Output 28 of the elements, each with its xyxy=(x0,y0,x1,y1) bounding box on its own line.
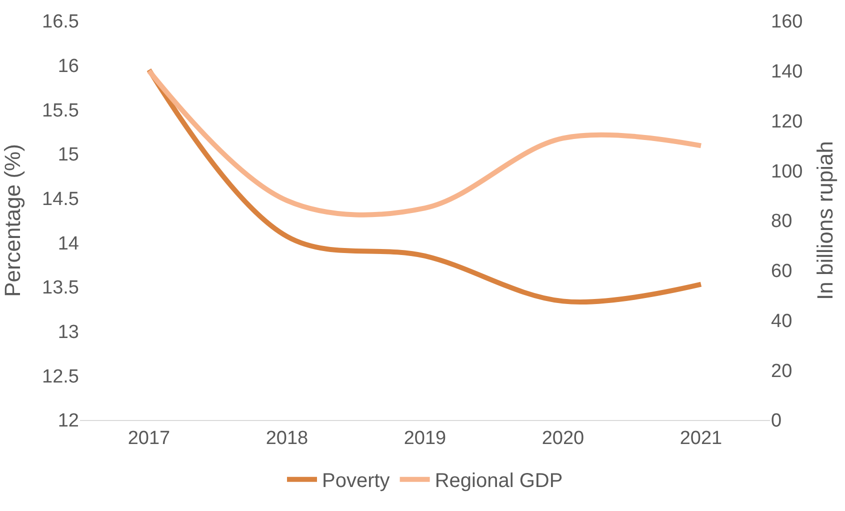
x-tick-label: 2021 xyxy=(680,428,722,449)
y-tick-label: 13.5 xyxy=(42,278,79,299)
y2-tick-label: 100 xyxy=(771,161,803,182)
y-tick-label: 14.5 xyxy=(42,188,79,210)
y-tick-label: 12 xyxy=(58,410,79,432)
y-tick-label: 16 xyxy=(58,56,79,77)
y2-tick-label: 20 xyxy=(771,360,792,382)
y-tick-label: 16.5 xyxy=(42,12,79,33)
y-tick-label: 14 xyxy=(58,233,80,254)
y-tick-label: 15.5 xyxy=(42,100,79,122)
x-tick-label: 2019 xyxy=(404,428,446,449)
x-tick-label: 2018 xyxy=(266,428,308,449)
y-tick-label: 13 xyxy=(58,322,79,343)
legend-label: Poverty xyxy=(322,470,390,492)
y2-tick-label: 0 xyxy=(771,410,782,432)
y2-axis-title: In billions rupiah xyxy=(812,141,838,300)
y-tick-label: 15 xyxy=(58,144,79,166)
y2-tick-label: 40 xyxy=(771,310,792,332)
y-axis-title: Percentage (%) xyxy=(0,144,25,297)
y2-tick-label: 60 xyxy=(771,261,792,282)
y2-tick-label: 120 xyxy=(771,111,803,132)
y2-tick-label: 160 xyxy=(771,12,803,33)
legend-label: Regional GDP xyxy=(434,470,563,492)
x-tick-label: 2020 xyxy=(542,428,584,449)
x-tick-label: 2017 xyxy=(128,428,170,449)
y-tick-label: 12.5 xyxy=(42,366,79,388)
y2-tick-label: 140 xyxy=(771,62,803,83)
y2-tick-label: 80 xyxy=(771,211,792,232)
